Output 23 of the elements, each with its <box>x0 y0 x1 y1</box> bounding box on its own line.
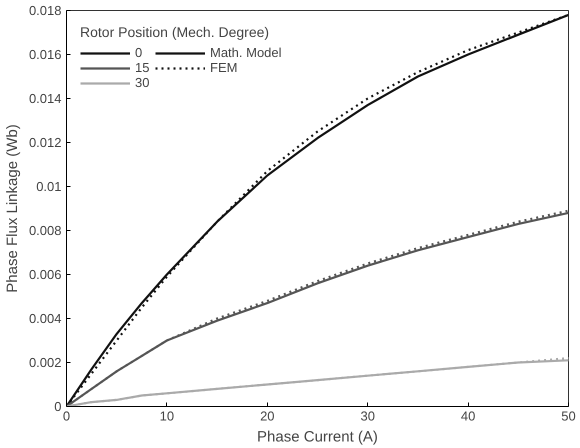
x-tick-label: 30 <box>360 408 375 424</box>
legend-label: 15 <box>135 60 150 75</box>
legend-label: 0 <box>135 45 144 60</box>
annotation: FEM <box>210 60 238 75</box>
y-tick-label: 0.004 <box>28 311 62 326</box>
legend-title: Rotor Position (Mech. Degree) <box>80 24 270 40</box>
x-axis-title: Phase Current (A) <box>257 428 378 446</box>
y-tick-label: 0.014 <box>28 91 62 106</box>
y-tick-label: 0.006 <box>28 267 62 282</box>
y-tick-label: 0.01 <box>36 179 62 194</box>
y-tick-label: 0 <box>54 399 62 414</box>
x-tick-label: 20 <box>260 408 275 424</box>
x-tick-label: 40 <box>460 408 476 424</box>
x-tick-label: 10 <box>160 408 174 424</box>
y-tick-label: 0.012 <box>28 135 62 150</box>
x-tick-label: 50 <box>561 408 576 424</box>
y-tick-label: 0.002 <box>28 355 62 370</box>
legend-label: 30 <box>135 75 150 90</box>
y-tick-label: 0.018 <box>28 3 62 18</box>
y-axis-title: Phase Flux Linkage (Wb) <box>4 124 21 293</box>
annotation: Math. Model <box>210 45 282 60</box>
y-tick-label: 0.008 <box>28 223 62 238</box>
y-tick-label: 0.016 <box>28 47 62 62</box>
